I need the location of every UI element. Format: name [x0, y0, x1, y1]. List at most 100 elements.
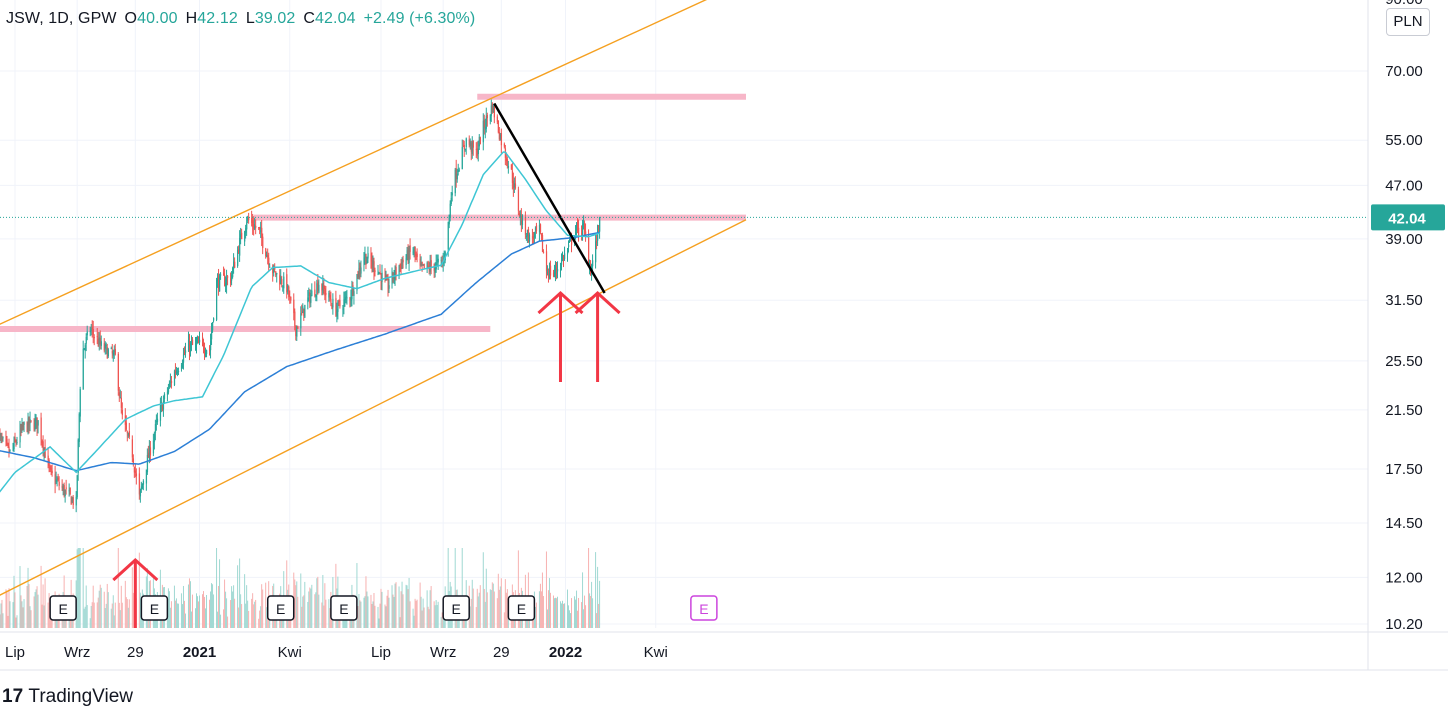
- earnings-label: E: [150, 601, 159, 617]
- candle-body: [152, 440, 155, 454]
- candle-body: [253, 224, 255, 230]
- candle-body: [266, 254, 268, 258]
- candle-body: [210, 341, 212, 351]
- candle-body: [465, 138, 467, 147]
- candle-body: [110, 348, 112, 350]
- candle-body: [408, 247, 410, 264]
- candle-body: [241, 232, 243, 240]
- earnings-marker[interactable]: E: [49, 595, 77, 621]
- currency-button[interactable]: PLN: [1386, 8, 1430, 36]
- candle-body: [331, 304, 333, 309]
- candle-body: [281, 279, 283, 285]
- candle-body: [402, 259, 404, 263]
- earnings-marker[interactable]: E: [690, 595, 718, 621]
- candle-body: [28, 417, 30, 426]
- candle-body: [381, 272, 383, 282]
- candle-body: [351, 286, 353, 300]
- candle-body: [571, 235, 573, 245]
- candle-body: [204, 349, 206, 353]
- candle-body: [308, 292, 310, 297]
- candle-body: [540, 233, 543, 237]
- high-value: 42.12: [197, 10, 238, 27]
- candle-body: [114, 348, 116, 355]
- earnings-marker[interactable]: E: [266, 595, 295, 621]
- price-tick-label: 90.00: [1385, 0, 1423, 8]
- symbol-legend: JSW, 1D, GPW O40.00 H42.12 L39.02 C42.04 +2.4…: [6, 10, 475, 28]
- earnings-marker[interactable]: E: [330, 595, 358, 621]
- candlesticks: [0, 99, 601, 513]
- candle-body: [437, 258, 439, 263]
- earnings-marker[interactable]: E: [140, 595, 169, 621]
- price-axis[interactable]: 90.00 70.00 55.00 47.00 39.00 31.50 25.50 21.50…: [0, 0, 1448, 670]
- candle-body: [230, 278, 232, 284]
- candle-body: [556, 269, 559, 272]
- candle-body: [507, 165, 510, 168]
- tradingview-logo[interactable]: 17 TradingView: [2, 686, 133, 708]
- candle-body: [386, 278, 388, 281]
- candle-body: [569, 239, 571, 243]
- candle-body: [42, 441, 44, 451]
- candle-body: [583, 222, 585, 225]
- candle-body: [427, 265, 429, 267]
- candle-body: [457, 170, 459, 172]
- time-tick-label: 29: [493, 644, 510, 661]
- candle-body: [126, 431, 129, 434]
- candle-body: [223, 273, 225, 276]
- candle-body: [506, 159, 509, 167]
- candle-body: [138, 473, 141, 495]
- candle-body: [26, 422, 28, 432]
- candle-body: [350, 296, 352, 301]
- candle-body: [196, 340, 199, 342]
- earnings-marker[interactable]: E: [442, 595, 470, 621]
- candle-body: [300, 313, 302, 329]
- candle-body: [363, 257, 365, 266]
- candle-body: [531, 236, 534, 238]
- candle-body: [21, 423, 23, 431]
- candle-body: [259, 227, 261, 230]
- earnings-marker[interactable]: E: [507, 595, 536, 621]
- candle-body: [90, 329, 92, 331]
- time-axis[interactable]: Lip Wrz 29 2021 Kwi Lip Wrz 29 2022 Kwi: [0, 631, 1448, 671]
- candle-body: [269, 266, 271, 268]
- candle-body: [493, 106, 496, 118]
- candle-body: [328, 293, 330, 298]
- candle-body: [318, 284, 320, 293]
- candle-body: [13, 439, 15, 450]
- candle-body: [464, 148, 466, 150]
- candle-body: [166, 391, 169, 395]
- candle-body: [592, 260, 594, 267]
- time-tick-label: 2021: [183, 644, 216, 661]
- candle-body: [371, 260, 373, 267]
- candle-body: [146, 454, 149, 473]
- candle-body: [19, 428, 21, 443]
- candle-body: [288, 286, 290, 298]
- candle-body: [525, 235, 528, 237]
- candle-body: [528, 234, 531, 242]
- candle-body: [132, 458, 135, 465]
- candle-body: [199, 339, 201, 343]
- up-arrow: [537, 290, 584, 382]
- candle-body: [41, 441, 43, 443]
- candle-body: [503, 143, 506, 147]
- candle-body: [86, 331, 88, 336]
- candle-body: [99, 337, 101, 345]
- candle-body: [479, 137, 481, 145]
- candle-body: [120, 397, 122, 408]
- candle-body: [15, 442, 17, 444]
- candle-body: [226, 277, 228, 285]
- candle-body: [394, 267, 396, 279]
- candle-body: [134, 470, 137, 473]
- candle-body: [0, 436, 2, 438]
- candle-body: [232, 268, 234, 278]
- candle-body: [30, 420, 32, 422]
- candle-body: [54, 474, 56, 485]
- candle-body: [131, 439, 134, 458]
- up-arrow: [112, 557, 159, 628]
- candle-body: [91, 327, 93, 329]
- candle-body: [430, 260, 432, 267]
- candle-body: [100, 341, 102, 346]
- candle-body: [77, 439, 79, 473]
- candle-body: [552, 272, 555, 276]
